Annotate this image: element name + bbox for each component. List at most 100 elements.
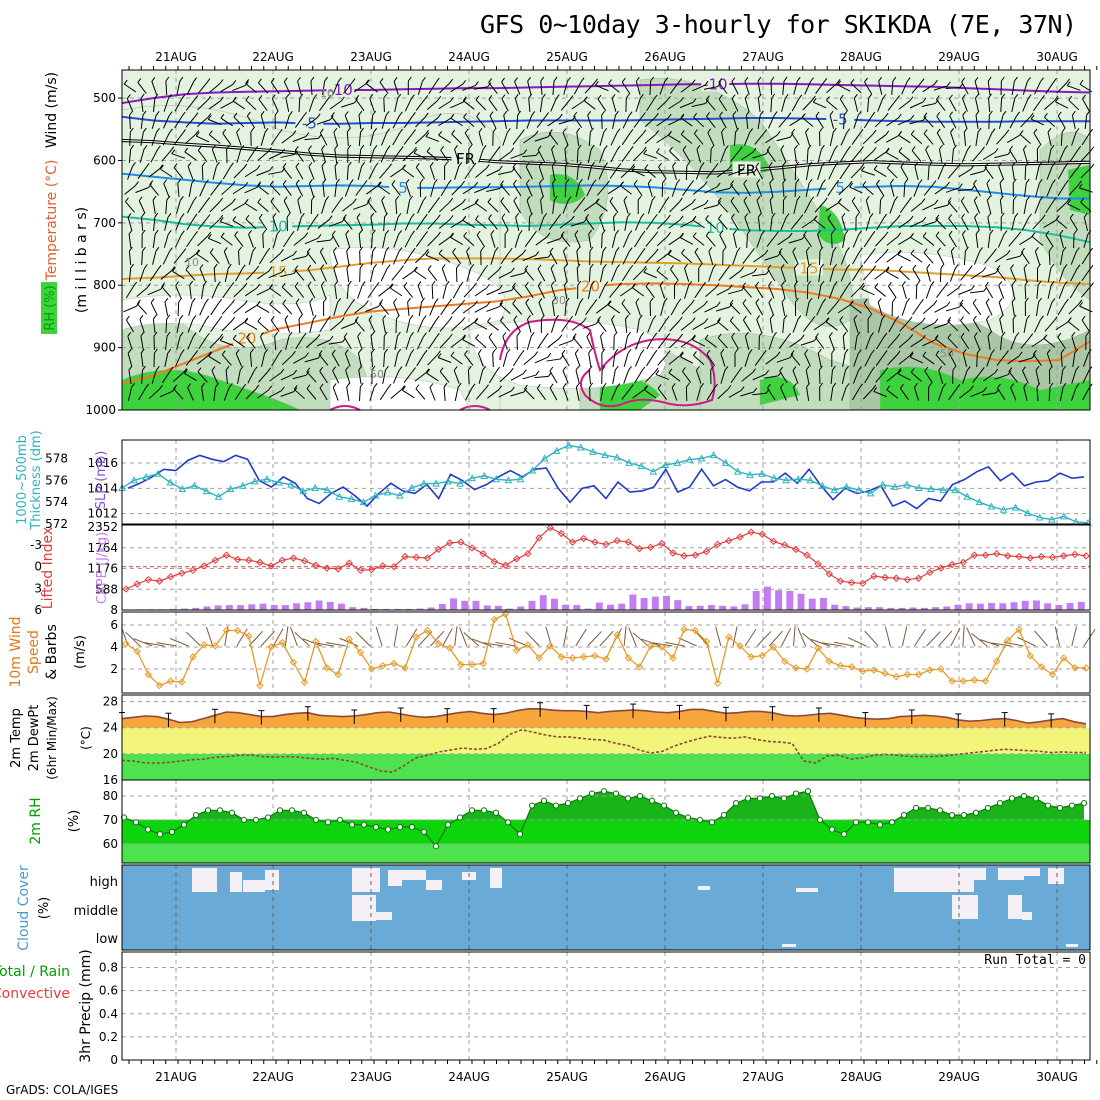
wind-barb	[1023, 200, 1028, 214]
wind-barb	[1045, 81, 1054, 95]
wind-barb-flag	[135, 181, 139, 186]
wind-barb	[342, 218, 353, 230]
wind-barb	[232, 84, 246, 92]
wind-barb	[500, 201, 510, 213]
wind-barb-flag	[137, 299, 141, 305]
wind-barb-flag	[717, 82, 722, 87]
wind-barb	[165, 199, 168, 215]
wind-barb	[442, 628, 453, 647]
wind-barb	[186, 234, 195, 248]
wind-barb-flag	[784, 93, 789, 99]
wind-barb-flag	[857, 111, 862, 116]
wind-barb	[741, 372, 753, 382]
wind-barb-flag	[154, 229, 159, 235]
wind-barb-flag	[464, 128, 469, 134]
wind-barb	[344, 183, 351, 197]
wind-barb-flag	[922, 351, 927, 357]
wind-barb	[416, 217, 425, 231]
wind-barb	[196, 135, 210, 143]
wind-barb	[138, 200, 146, 214]
wind-barb	[680, 117, 693, 127]
wind-barb	[837, 304, 851, 314]
isotherm-25	[329, 405, 491, 411]
wind-barb	[475, 219, 487, 229]
wind-barb-flag	[187, 162, 192, 167]
wind-barb-flag	[949, 94, 953, 100]
wind-barb-flag	[603, 145, 608, 150]
thickness-marker	[166, 478, 175, 486]
wind-barb	[438, 118, 451, 126]
wind-barb	[681, 303, 692, 315]
wind-barb-flag	[356, 213, 361, 218]
wind-barb	[715, 626, 722, 647]
wind-barb	[1007, 135, 1020, 143]
wind-barb	[346, 165, 349, 181]
wind-barb	[680, 237, 693, 245]
wind-barb-flag	[143, 264, 148, 269]
wind-barb-flag	[1057, 332, 1062, 338]
wind-barb-flag	[1049, 382, 1054, 388]
y-tick-label-right: 1176	[87, 562, 118, 576]
wind-barb-flag	[268, 266, 273, 272]
wind-barb	[742, 286, 753, 298]
thickness-marker	[444, 477, 452, 485]
wind-barb-flag	[257, 181, 262, 186]
wind-barb	[668, 219, 681, 229]
wind-barb-flag	[694, 247, 699, 253]
wind-barb	[792, 370, 799, 384]
wind-barb-flag	[523, 149, 528, 154]
wind-barb-flag	[398, 111, 403, 117]
isotherm-label: 20	[581, 277, 600, 295]
wind-barb	[197, 218, 208, 230]
wind-barb	[987, 80, 991, 96]
wind-barb	[598, 166, 606, 180]
wind-barb-flag	[284, 315, 289, 320]
wind-barb	[474, 287, 487, 297]
wind-barb-flag	[928, 382, 933, 388]
wind-barb-flag	[776, 351, 781, 357]
wind-barb	[789, 338, 802, 348]
wind-barb-flag	[909, 215, 914, 221]
wind-barb-flag	[245, 95, 250, 101]
wind-barb	[766, 150, 776, 162]
wind-barb	[813, 219, 826, 229]
wind-barb	[599, 217, 605, 231]
thickness-marker	[806, 476, 815, 484]
wind-barb	[852, 387, 860, 401]
wind-barb-flag	[668, 131, 672, 136]
wind-barb-flag	[706, 112, 710, 117]
wind-barb	[853, 353, 859, 367]
wind-barb	[1046, 302, 1053, 316]
wind-barb-flag	[727, 384, 732, 390]
wind-barb-flag	[1038, 161, 1043, 167]
wind-barb-flag	[682, 367, 686, 372]
clear-sky-block	[796, 888, 818, 892]
wind-barb	[549, 251, 558, 265]
wind-barb-flag	[865, 195, 870, 201]
wind-barb-flag	[910, 130, 915, 135]
wind-barb	[587, 149, 592, 163]
wind-barb	[428, 81, 437, 95]
wind-barb-flag	[340, 96, 345, 102]
wind-barb-flag	[996, 383, 1001, 389]
cape-bar	[1010, 602, 1018, 610]
wind-barb-flag	[690, 299, 695, 305]
wind-barb	[849, 186, 863, 194]
wind-barb-flag	[187, 383, 191, 388]
wind-barb-flag	[883, 213, 888, 219]
wind-barb-flag	[232, 216, 237, 221]
li-marker	[780, 541, 789, 549]
rh-marker	[660, 802, 668, 809]
wind-barb-flag	[217, 281, 221, 286]
wind-barb-flag	[819, 127, 823, 133]
wind-barb	[223, 387, 230, 401]
clear-sky-block	[192, 868, 217, 892]
wind-barb	[260, 115, 266, 129]
wind-barb-flag	[795, 297, 799, 303]
wind-barb-flag	[641, 230, 646, 236]
wind-barb-flag	[839, 94, 844, 100]
wind-barb-flag	[472, 162, 477, 168]
thickness-marker	[782, 476, 790, 484]
wind-barb	[197, 117, 209, 127]
wind-barb-flag	[698, 263, 703, 269]
